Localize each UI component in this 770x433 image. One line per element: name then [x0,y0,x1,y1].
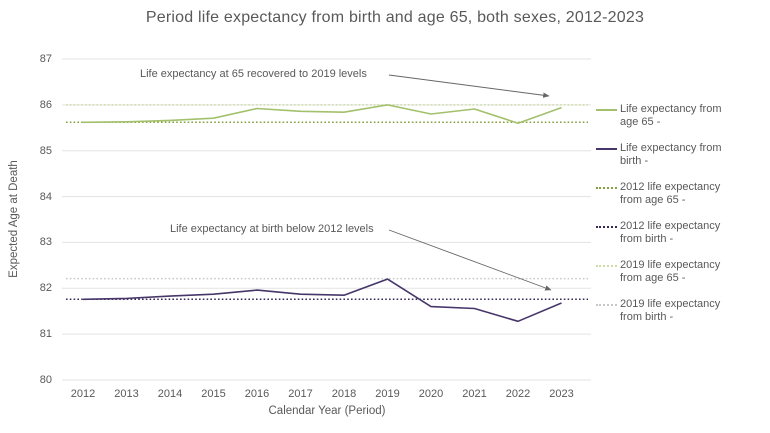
legend-label-line: Life expectancy from [620,103,722,115]
legend-swatch-ref-2012-birth-icon [596,226,617,228]
x-tick-label-2019: 2019 [375,388,400,400]
legend-label-ref-2019-age65: 2019 life expectancy from age 65 - [620,259,720,285]
ann-birth: Life expectancy at birth below 2012 leve… [170,223,374,235]
x-tick-label-2021: 2021 [462,388,487,400]
x-tick-label-2014: 2014 [157,388,183,400]
reference-lines [66,104,588,301]
annotation-arrow-2 [388,229,552,291]
x-axis-title: Calendar Year (Period) [268,405,386,417]
legend-label-ref-2012-age65: 2012 life expectancy from age 65 - [620,181,720,207]
legend-entry-ref-2012-age65: 2012 life expectancy from age 65 - [596,181,768,207]
x-tick-label-2015: 2015 [201,388,226,400]
legend-swatch-ref-2019-birth-icon [596,304,617,306]
legend-label-line: 2012 life expectancy [620,220,721,232]
y-tick-label-85: 85 [39,144,52,157]
legend-swatch-ref-2012-age65-icon [596,187,617,189]
y-tick-label-84: 84 [39,190,52,203]
x-tick-label-2012: 2012 [70,388,96,400]
series-le-birth [82,278,562,323]
y-tick-label-86: 86 [39,98,52,111]
data-lines [82,104,562,323]
y-tick-label-82: 82 [39,282,52,295]
legend-label-line: 2019 life expectancy [620,298,721,310]
series-le-age65 [82,104,562,124]
legend-entry-ref-2019-birth: 2019 life expectancy from birth - [596,298,768,324]
y-tick-label-81: 81 [39,328,52,341]
legend-entry-ref-2019-age65: 2019 life expectancy from age 65 - [596,259,768,285]
legend-label-line: Life expectancy from [620,142,722,154]
legend-label-line: from age 65 - [620,194,686,206]
legend-entry-ref-2012-birth: 2012 life expectancy from birth - [596,220,768,246]
annotation-arrow-1 [388,74,550,98]
gridlines [62,58,591,381]
legend-entry-le-birth: Life expectancy from birth - [596,142,768,168]
y-tick-label-80: 80 [39,374,52,386]
x-tick-label-2020: 2020 [418,388,444,400]
legend-swatch-le-age65-icon [596,109,617,111]
legend-entry-le-age65: Life expectancy from age 65 - [596,103,768,129]
legend-label-le-age65: Life expectancy from age 65 - [620,103,722,129]
x-tick-label-2023: 2023 [549,388,574,400]
legend-swatch-le-birth-icon [596,148,617,150]
legend-label-le-birth: Life expectancy from birth - [620,142,722,168]
x-tick-label-2013: 2013 [114,388,139,400]
legend-label-line: from birth - [620,233,674,245]
legend: Life expectancy from age 65 - Life expecta… [596,103,768,337]
legend-label-ref-2012-birth: 2012 life expectancy from birth - [620,220,720,246]
x-tick-label-2016: 2016 [244,388,270,400]
y-tick-label-83: 83 [39,236,52,249]
x-tick-label-2022: 2022 [505,388,531,400]
y-tick-label-87: 87 [39,53,52,65]
legend-label-line: 2012 life expectancy [620,181,721,193]
legend-label-line: 2019 life expectancy [620,259,721,271]
legend-label-line: age 65 - [620,116,661,128]
legend-label-line: birth - [620,155,649,167]
x-tick-label-2018: 2018 [331,388,357,400]
y-axis-title: Expected Age at Death [8,160,20,278]
chart-title: Period life expectancy from birth and ag… [145,9,645,26]
ann-age65: Life expectancy at 65 recovered to 2019 … [140,68,367,80]
annotation-arrows [388,74,552,291]
x-tick-label-2017: 2017 [288,388,313,400]
legend-label-line: from birth - [620,311,674,323]
legend-label-ref-2019-birth: 2019 life expectancy from birth - [620,298,720,324]
legend-label-line: from age 65 - [620,272,686,284]
legend-swatch-ref-2019-age65-icon [596,265,617,267]
